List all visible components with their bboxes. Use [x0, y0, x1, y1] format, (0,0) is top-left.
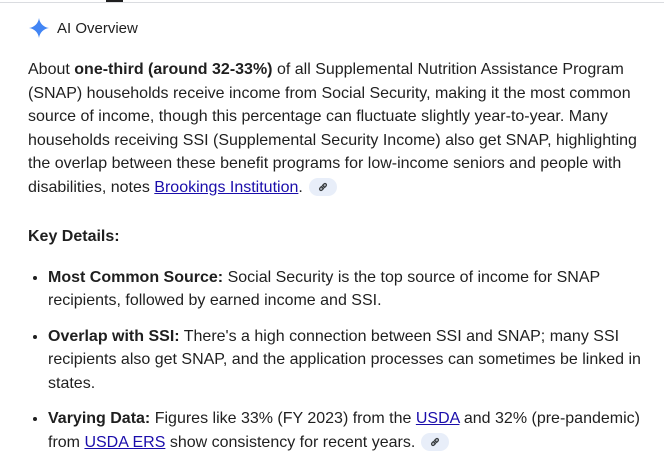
intro-paragraph: About one-third (around 32-33%) of all S…	[28, 58, 658, 199]
bullet-text: There's a high connection between SSI an…	[48, 327, 641, 392]
link-icon	[431, 438, 440, 447]
tab-indicator	[106, 0, 123, 2]
ai-overview-header: AI Overview	[29, 18, 138, 38]
text: .	[298, 178, 303, 196]
list-item: Varying Data: Figures like 33% (FY 2023)…	[48, 407, 658, 454]
text: of all Supplemental Nutrition Assistance…	[28, 61, 637, 196]
overview-content: About one-third (around 32-33%) of all S…	[28, 58, 658, 466]
bullet-label: Most Common Source:	[48, 268, 224, 286]
ai-overview-title: AI Overview	[57, 19, 138, 37]
bullet-text: Social Security is the top source of inc…	[48, 268, 600, 310]
bullet-text: Figures like 33% (FY 2023) from the	[150, 410, 416, 427]
usda-ers-link[interactable]: USDA ERS	[84, 433, 166, 451]
text: About	[28, 61, 75, 78]
bullet-text: show consistency for recent years.	[165, 433, 416, 451]
top-divider	[0, 0, 664, 3]
source-link-button[interactable]	[421, 433, 450, 452]
key-details-heading: Key Details:	[28, 228, 120, 245]
details-list: Most Common Source: Social Security is t…	[28, 266, 658, 455]
link-icon	[318, 183, 327, 192]
bullet-text: and 32% (pre-pandemic) from	[48, 410, 640, 451]
list-item: Overlap with SSI: There's a high connect…	[48, 325, 658, 396]
list-item: Most Common Source: Social Security is t…	[48, 266, 658, 313]
bold-text: one-third (around 32-33%)	[74, 61, 273, 78]
usda-link[interactable]: USDA	[415, 410, 460, 427]
source-link-button[interactable]	[308, 178, 337, 197]
brookings-link[interactable]: Brookings Institution	[154, 178, 299, 196]
bullet-label: Varying Data:	[48, 410, 151, 427]
bullet-label: Overlap with SSI:	[48, 327, 180, 345]
sparkle-icon	[29, 18, 49, 38]
